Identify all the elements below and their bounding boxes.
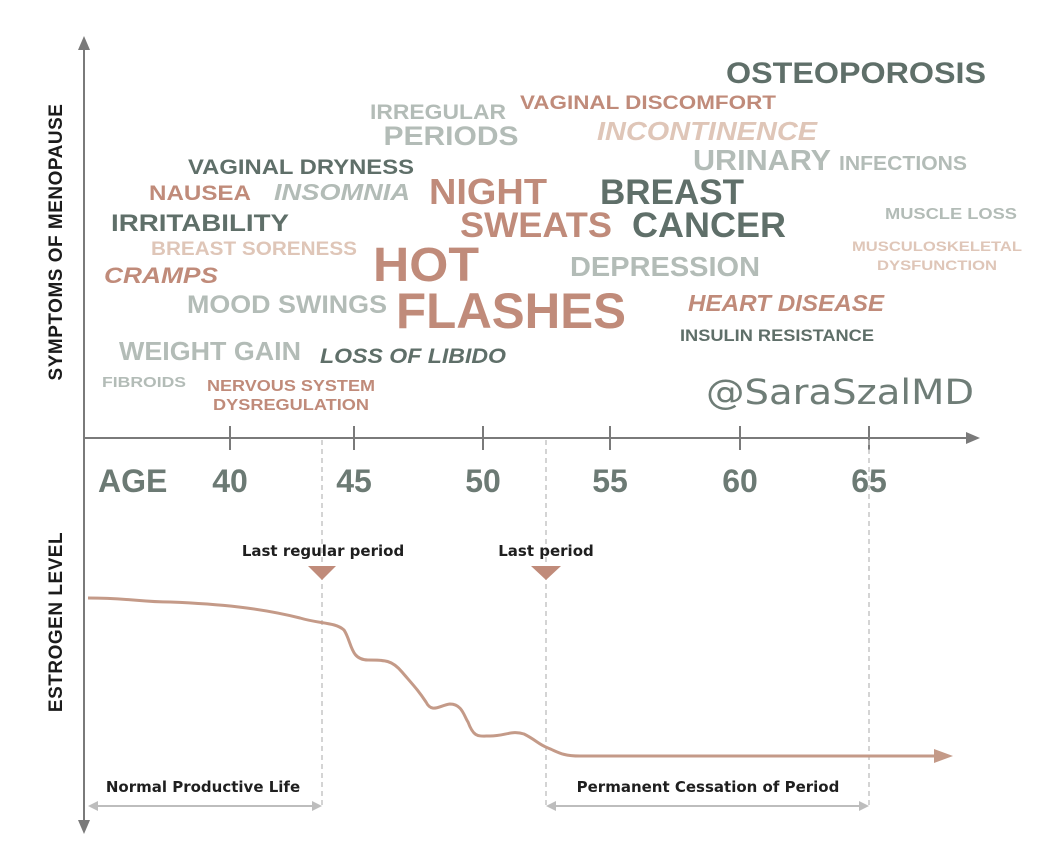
marker-label-last-regular-period: Last regular period [242, 542, 404, 560]
arrow-right-icon [966, 432, 980, 444]
symptom-flashes: FLASHES [396, 283, 626, 339]
symptom-musculoskeletal: MUSCULOSKELETAL [852, 238, 1023, 254]
symptom-nausea: NAUSEA [149, 182, 251, 205]
symptom-hot: HOT [373, 239, 479, 292]
brand-handle: @SaraSzalMD [706, 373, 974, 413]
symptom-cloud: OSTEOPOROSIS IRREGULAR PERIODS VAGINAL D… [102, 57, 1023, 414]
axes [83, 44, 972, 826]
symptom-depression: DEPRESSION [570, 251, 760, 282]
axis-arrowheads [78, 36, 980, 834]
symptom-nervous-system: NERVOUS SYSTEM [207, 378, 375, 395]
symptom-heart-disease: HEART DISEASE [688, 290, 885, 316]
estrogen-curve [87, 596, 940, 758]
phase-normal-right-arrow-icon [312, 801, 322, 811]
symptom-loss-of-libido: LOSS OF LIBIDO [320, 345, 506, 368]
marker-triangle-last-period [531, 566, 561, 580]
phase-cessation-left-arrow-icon [546, 801, 556, 811]
age-tick-55: 55 [592, 463, 628, 499]
y-axis-title-symptoms: SYMPTOMS OF MENOPAUSE [46, 104, 67, 381]
symptom-weight-gain: WEIGHT GAIN [119, 336, 301, 366]
symptom-infections: INFECTIONS [839, 153, 967, 175]
age-label: AGE [98, 463, 167, 499]
symptom-incontinence: INCONTINENCE [597, 116, 818, 146]
symptom-breast: BREAST [600, 173, 744, 212]
symptom-irregular: IRREGULAR [370, 101, 506, 124]
symptom-cancer: CANCER [632, 206, 786, 245]
symptom-vaginal-discomfort: VAGINAL DISCOMFORT [520, 93, 776, 114]
symptom-cramps: CRAMPS [104, 263, 218, 288]
age-tick-40: 40 [212, 463, 248, 499]
phase-cessation-right-arrow-icon [859, 801, 869, 811]
symptom-fibroids: FIBROIDS [102, 374, 186, 391]
symptom-mood-swings: MOOD SWINGS [187, 291, 387, 319]
symptom-dysfunction: DYSFUNCTION [877, 257, 997, 273]
y-axis-title-estrogen: ESTROGEN LEVEL [46, 532, 67, 712]
symptom-irritability: IRRITABILITY [111, 210, 289, 237]
symptom-sweats: SWEATS [460, 206, 612, 245]
symptom-breast-soreness: BREAST SORENESS [151, 239, 357, 260]
arrow-down-icon [78, 820, 90, 834]
age-tick-50: 50 [465, 463, 501, 499]
symptom-muscle-loss: MUSCLE LOSS [885, 206, 1017, 223]
phase-label-normal: Normal Productive Life [106, 778, 300, 796]
symptom-insomnia: INSOMNIA [274, 179, 410, 205]
arrow-up-icon [78, 36, 90, 50]
phase-label-cessation: Permanent Cessation of Period [577, 778, 840, 796]
symptom-urinary: URINARY [693, 145, 831, 177]
symptom-osteoporosis: OSTEOPOROSIS [726, 57, 986, 90]
estrogen-arrowhead-icon [934, 749, 953, 763]
marker-triangle-last-regular-period [308, 566, 336, 580]
phase-normal-left-arrow-icon [88, 801, 98, 811]
age-tick-45: 45 [336, 463, 372, 499]
symptom-periods: PERIODS [384, 121, 519, 151]
symptom-insulin-resistance: INSULIN RESISTANCE [680, 326, 874, 345]
symptom-dysregulation: DYSREGULATION [213, 397, 369, 414]
symptom-night: NIGHT [429, 171, 547, 212]
age-tick-60: 60 [722, 463, 758, 499]
marker-label-last-period: Last period [498, 542, 594, 560]
symptom-vaginal-dryness: VAGINAL DRYNESS [188, 156, 414, 179]
